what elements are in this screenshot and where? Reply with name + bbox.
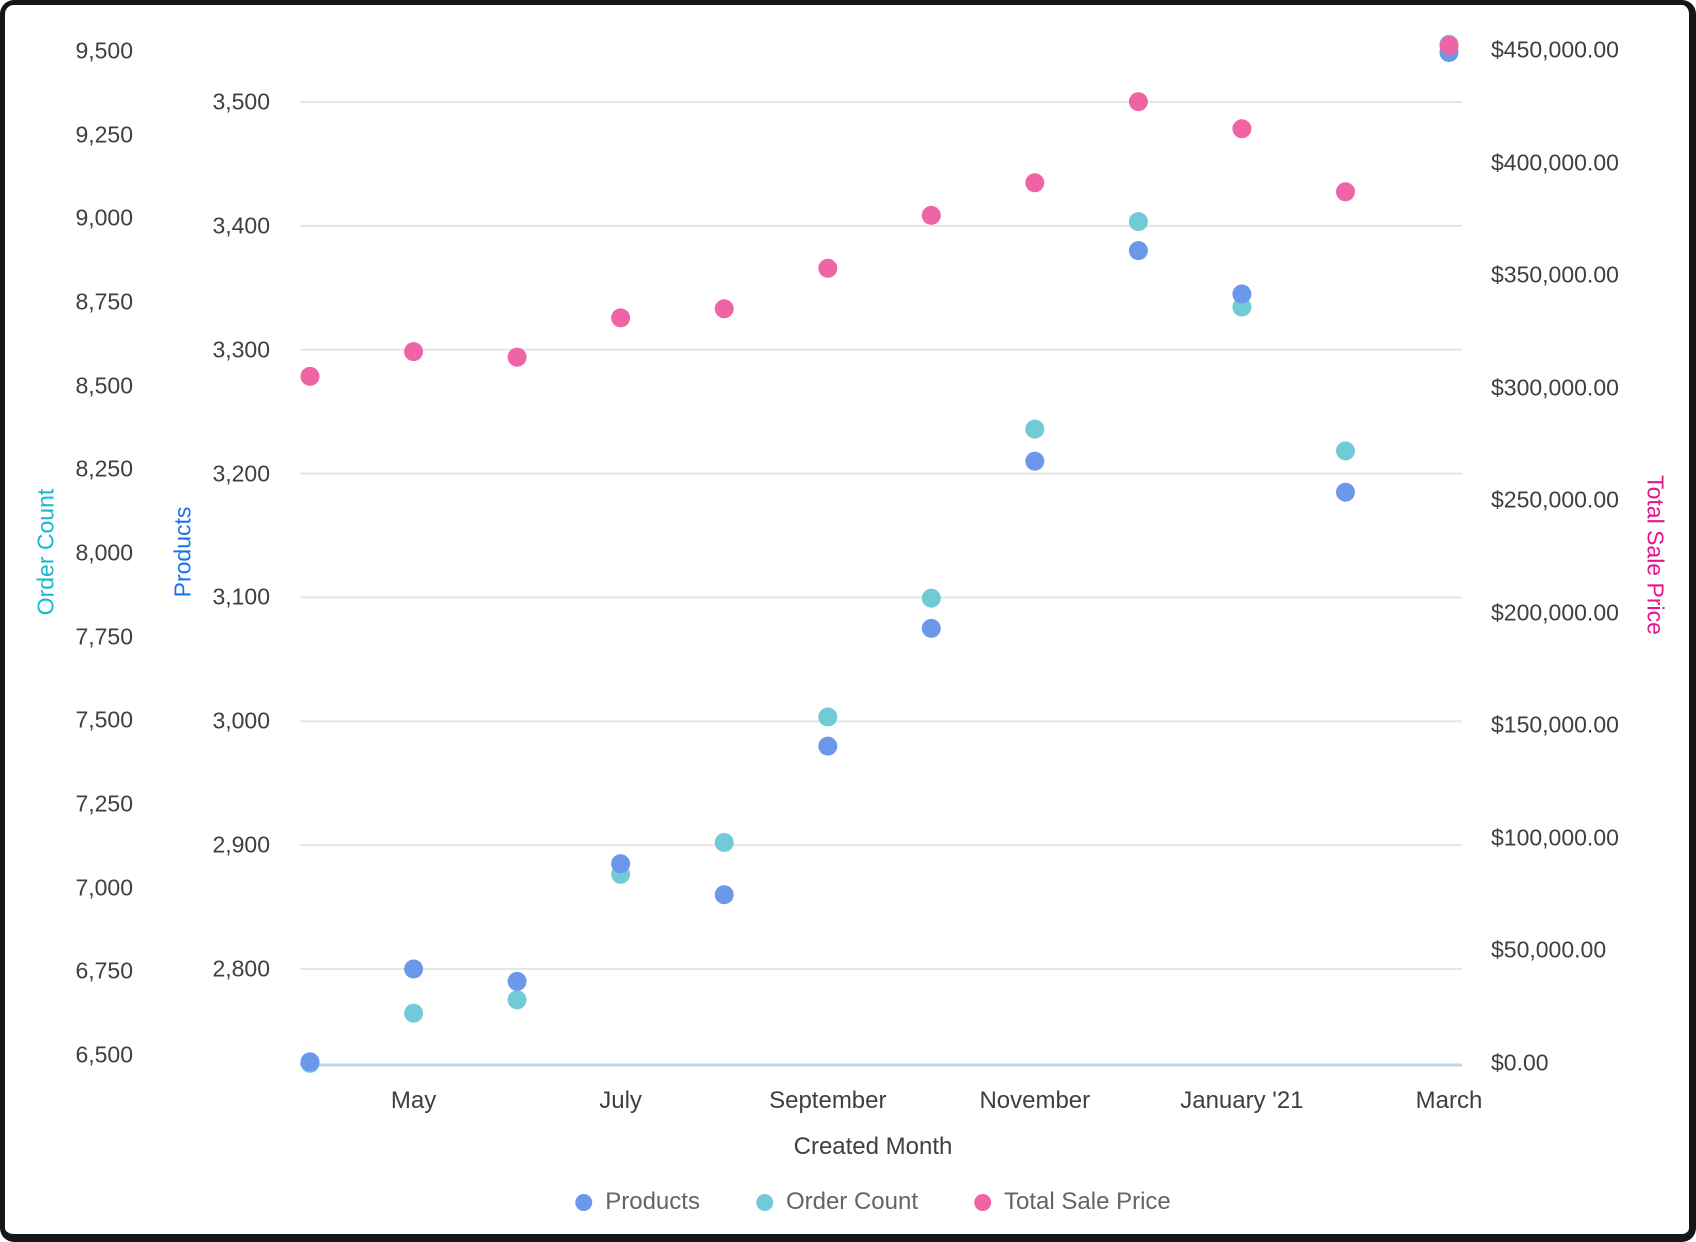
- total_sale_price-tick-label: $400,000.00: [1491, 149, 1619, 175]
- data-point-total-sale-price[interactable]: [507, 347, 527, 367]
- data-point-order-count[interactable]: [1232, 297, 1252, 317]
- order_count-tick-label: 9,000: [75, 204, 133, 231]
- data-point-products[interactable]: [404, 959, 424, 979]
- data-point-order-count[interactable]: [1128, 212, 1148, 232]
- x-axis-title: Created Month: [793, 1133, 953, 1160]
- products-axis-title: Products: [169, 506, 196, 598]
- order_count-tick-label: 6,750: [75, 957, 133, 984]
- products-tick-label: 3,000: [212, 707, 270, 734]
- data-point-products[interactable]: [1232, 284, 1252, 304]
- gridlines: [300, 101, 1462, 970]
- x-tick-label: May: [390, 1087, 437, 1114]
- data-point-total-sale-price[interactable]: [404, 342, 424, 362]
- total_sale_price-tick-label: $450,000.00: [1491, 36, 1619, 63]
- data-point-products[interactable]: [1025, 451, 1045, 471]
- data-point-order-count[interactable]: [1025, 419, 1045, 439]
- data-point-order-count[interactable]: [404, 1003, 424, 1023]
- legend-item-products[interactable]: Products: [575, 1190, 700, 1214]
- data-point-products[interactable]: [507, 971, 527, 991]
- data-point-total-sale-price[interactable]: [1439, 36, 1459, 55]
- data-point-products[interactable]: [1336, 482, 1355, 502]
- data-point-products[interactable]: [714, 885, 734, 905]
- products-tick-label: 3,300: [212, 336, 270, 363]
- x-tick-label: March: [1415, 1087, 1483, 1114]
- products-tick-label: 3,100: [212, 583, 270, 610]
- order_count-tick-label: 8,750: [75, 288, 133, 315]
- data-point-products[interactable]: [1128, 241, 1148, 261]
- data-point-total-sale-price[interactable]: [714, 299, 734, 319]
- data-point-total-sale-price[interactable]: [818, 258, 838, 278]
- legend-label: Order Count: [785, 1188, 919, 1215]
- data-point-order-count[interactable]: [1336, 441, 1355, 461]
- products-tick-label: 3,400: [212, 212, 270, 239]
- legend-item-total-sale-price[interactable]: Total Sale Price: [974, 1190, 1171, 1214]
- data-point-products[interactable]: [300, 1052, 320, 1072]
- data-point-products[interactable]: [818, 736, 838, 756]
- total_sale_price-tick-label: $250,000.00: [1491, 486, 1619, 513]
- data-points: [300, 34, 1459, 1073]
- total_sale_price-tick-label: $350,000.00: [1491, 261, 1619, 288]
- order_count-tick-label: 8,250: [75, 455, 133, 482]
- legend-swatch-icon: [575, 1193, 593, 1211]
- order_count-tick-label: 6,500: [75, 1041, 133, 1068]
- order_count-tick-label: 7,750: [75, 623, 133, 650]
- legend-swatch-icon: [974, 1193, 992, 1211]
- order_count-tick-label: 9,500: [75, 37, 133, 64]
- legend-swatch-icon: [755, 1193, 773, 1211]
- data-point-total-sale-price[interactable]: [921, 205, 941, 225]
- data-point-total-sale-price[interactable]: [1025, 173, 1045, 193]
- data-point-order-count[interactable]: [921, 588, 941, 608]
- total_sale_price-tick-label: $300,000.00: [1491, 374, 1619, 401]
- order_count-tick-label: 9,250: [75, 121, 133, 148]
- order_count-tick-label: 8,000: [75, 539, 133, 566]
- data-point-total-sale-price[interactable]: [1336, 182, 1355, 202]
- data-point-total-sale-price[interactable]: [1128, 92, 1148, 112]
- order_count-tick-label: 7,250: [75, 790, 133, 817]
- data-point-order-count[interactable]: [818, 707, 838, 727]
- total_sale_price-tick-label: $50,000.00: [1491, 936, 1607, 963]
- order_count-tick-label: 7,500: [75, 706, 133, 733]
- data-point-products[interactable]: [921, 618, 941, 638]
- x-tick-label: November: [979, 1087, 1091, 1114]
- products-tick-label: 2,800: [212, 955, 270, 982]
- data-point-order-count[interactable]: [714, 833, 734, 852]
- products-tick-label: 2,900: [212, 831, 270, 858]
- data-point-order-count[interactable]: [507, 990, 527, 1010]
- legend-label: Products: [605, 1188, 700, 1215]
- products-tick-label: 3,200: [212, 460, 270, 487]
- x-tick-label: January '21: [1180, 1087, 1304, 1114]
- total_sale_price-tick-label: $100,000.00: [1491, 824, 1619, 851]
- data-point-products[interactable]: [611, 854, 631, 874]
- x-tick-label: July: [599, 1087, 642, 1114]
- data-point-total-sale-price[interactable]: [300, 366, 320, 386]
- data-point-total-sale-price[interactable]: [1232, 119, 1252, 139]
- total_sale_price-tick-label: $200,000.00: [1491, 599, 1619, 626]
- legend-item-order-count[interactable]: Order Count: [755, 1188, 919, 1215]
- total-sale-price-axis-title: Total Sale Price: [1642, 475, 1669, 635]
- total_sale_price-tick-label: $0.00: [1491, 1049, 1549, 1076]
- order_count-tick-label: 8,500: [75, 372, 133, 399]
- legend: Products Order Count Total Sale Price: [575, 1190, 1171, 1214]
- order_count-tick-label: 7,000: [75, 874, 133, 901]
- products-tick-label: 3,500: [212, 88, 270, 115]
- legend-label: Total Sale Price: [1004, 1188, 1171, 1215]
- data-point-total-sale-price[interactable]: [611, 308, 631, 328]
- x-tick-label: September: [769, 1087, 887, 1114]
- total_sale_price-tick-label: $150,000.00: [1491, 711, 1619, 738]
- order-count-axis-title: Order Count: [32, 488, 59, 616]
